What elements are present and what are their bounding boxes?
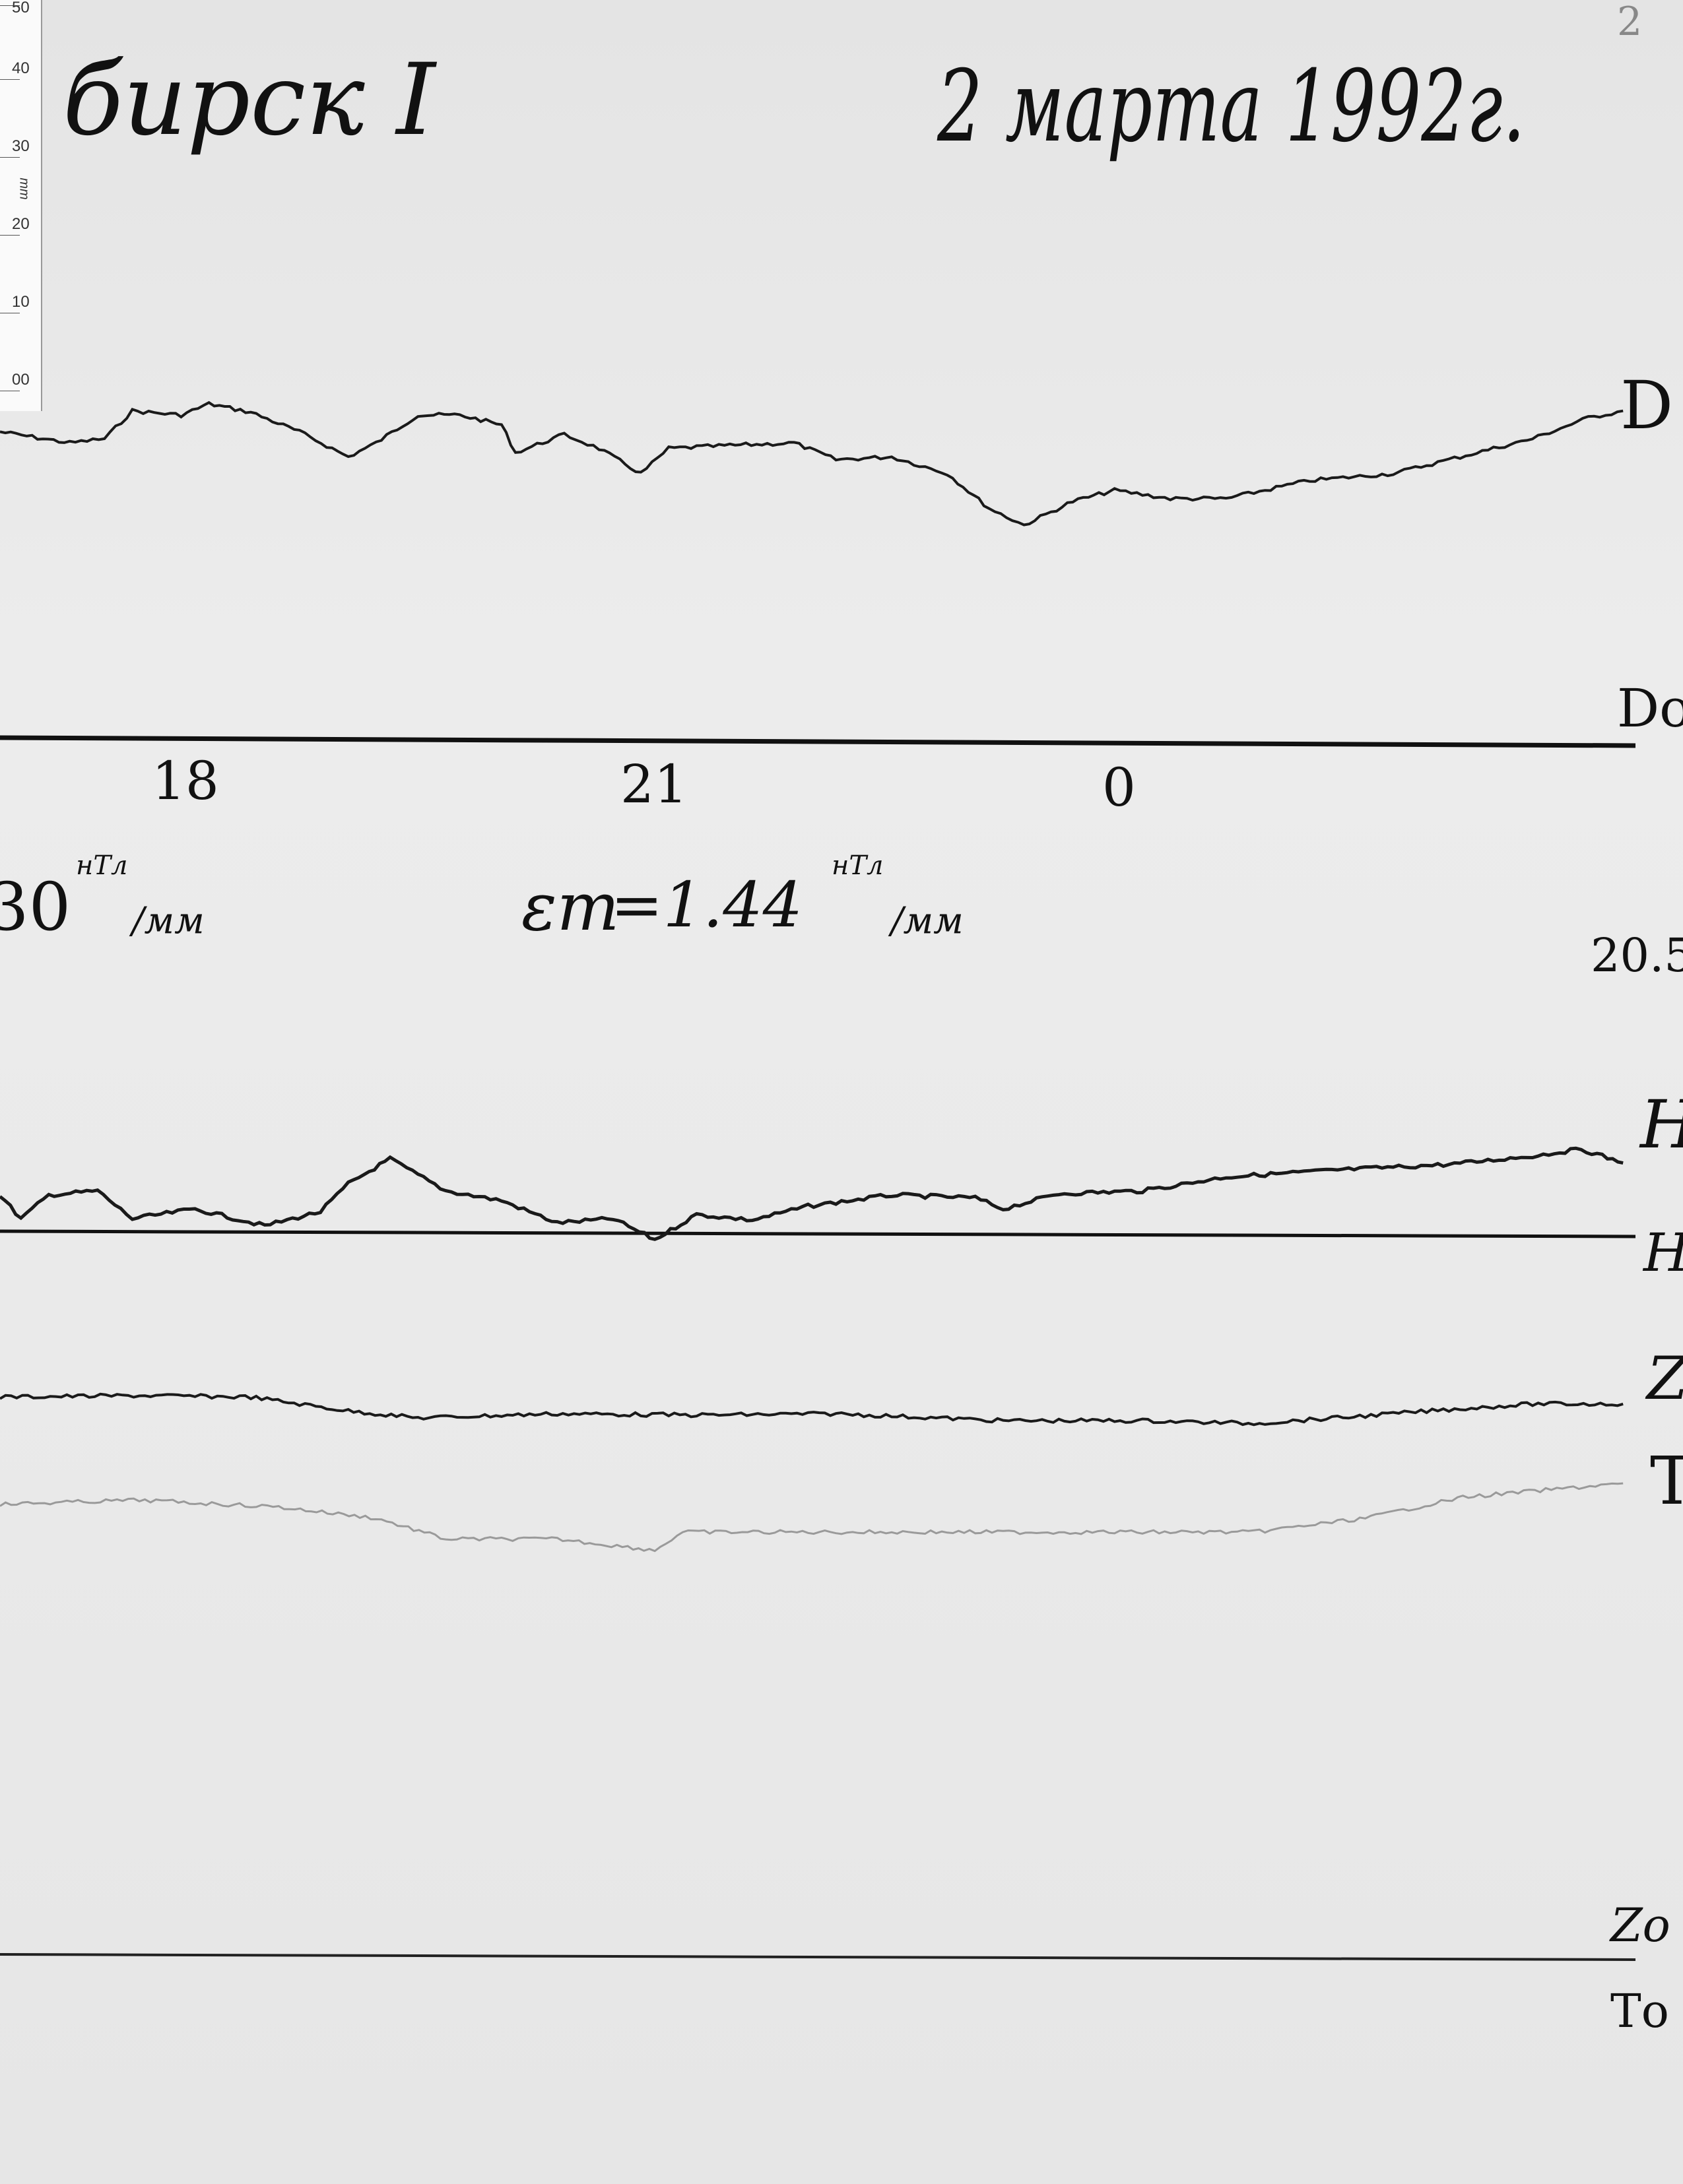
station-title: бирск I: [63, 43, 436, 158]
ruler-tick: 50: [12, 0, 30, 16]
record-date: 2 марта 1992г.: [937, 49, 1525, 164]
d0-baseline: [0, 735, 1636, 748]
eps-unit-bottom: /мм: [891, 899, 964, 942]
d-label: D: [1620, 367, 1674, 444]
page-number: 2: [1617, 0, 1643, 45]
z-label: Z: [1647, 1346, 1683, 1411]
t0-label: Tо: [1610, 1984, 1669, 2038]
t-trace: [0, 1482, 1624, 1553]
ruler-tick: 30: [12, 137, 30, 155]
eps-unit-top: нТл: [832, 851, 884, 881]
d0-label: Dо: [1617, 678, 1683, 739]
h-trace: [0, 1146, 1624, 1241]
ruler-tick: 40: [12, 59, 30, 77]
mm-ruler: 50 40 30 20 10 00 mm: [0, 0, 42, 411]
hour-label-18: 18: [152, 750, 219, 812]
eps-symbol: εт: [521, 868, 620, 946]
h-label: H: [1640, 1089, 1683, 1161]
ruler-tick: 10: [12, 293, 30, 311]
eps-value: =1.44: [610, 869, 803, 942]
z0-label: Zо: [1610, 1898, 1670, 1952]
h0-baseline: [0, 1229, 1636, 1238]
temperature-label: 20.5°C: [1591, 928, 1683, 982]
hour-label-21: 21: [620, 754, 688, 815]
h-scale-unit-top: нТл: [76, 851, 128, 881]
z0-t0-baseline: [0, 1953, 1636, 1961]
h-scale-unit-bottom: /мм: [132, 899, 205, 942]
ruler-tick: 00: [12, 371, 30, 389]
hour-label-0: 0: [1102, 757, 1136, 818]
h-scale-value: 30: [0, 868, 71, 946]
t-label: T: [1650, 1442, 1683, 1520]
d-trace: [0, 401, 1624, 527]
ruler-tick: 20: [12, 215, 30, 233]
z-trace: [0, 1392, 1624, 1427]
h0-label: H.: [1643, 1224, 1683, 1282]
